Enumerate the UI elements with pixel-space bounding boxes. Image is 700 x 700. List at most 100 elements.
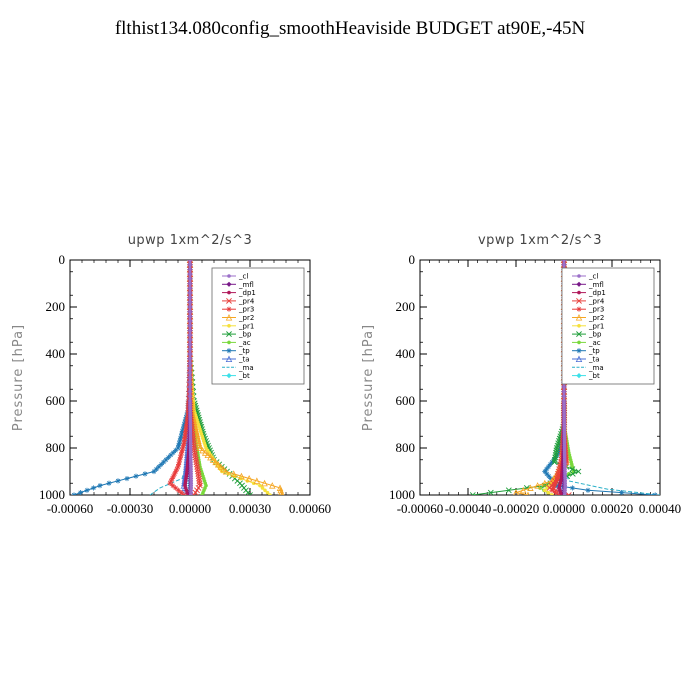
marker-tp <box>156 464 162 470</box>
marker-cl <box>188 356 192 361</box>
plot-frame <box>419 259 661 496</box>
marker-pr3 <box>177 457 183 463</box>
legend-label: _tp <box>238 347 250 355</box>
legend-label: _bp <box>238 331 252 339</box>
marker-pr4 <box>187 260 193 263</box>
marker-tp <box>106 480 112 486</box>
marker-bp <box>575 468 582 475</box>
marker-pr2 <box>220 465 227 473</box>
marker-bp <box>469 492 476 495</box>
legend-label: _mfl <box>238 281 254 289</box>
marker-bp <box>553 449 559 456</box>
marker-tp <box>178 433 184 439</box>
marker-pr2 <box>217 463 225 470</box>
marker-pr4 <box>196 480 203 487</box>
marker-tp <box>71 492 77 495</box>
marker-tp <box>176 440 182 446</box>
marker-legend-pr1 <box>227 324 231 328</box>
marker-cl <box>188 319 192 323</box>
marker-pr4 <box>195 473 202 480</box>
marker-pr3 <box>554 478 560 484</box>
y-tick-label: 600 <box>46 393 66 408</box>
chart-panel-2: vpwp 1xm^2/s^3 Pressure [hPa] 0 200 400 600 80… <box>361 233 681 516</box>
marker-tp <box>133 473 139 479</box>
legend-label: _ta <box>588 356 600 364</box>
marker-pr4 <box>565 492 572 495</box>
marker-legend-pr4 <box>576 297 582 304</box>
marker-pr3 <box>177 454 183 460</box>
marker-pr4 <box>193 456 199 463</box>
marker-pr2 <box>513 489 519 495</box>
marker-tp <box>619 490 625 495</box>
marker-pr2 <box>238 472 245 480</box>
marker-bp <box>552 454 559 461</box>
marker-tp <box>542 468 548 475</box>
legend-label: _pr3 <box>238 306 254 314</box>
page-title: flthist134.080config_smoothHeaviside BUD… <box>114 18 586 39</box>
marker-tp <box>177 438 183 444</box>
marker-legend-pr2 <box>225 314 233 321</box>
marker-cl <box>189 493 193 495</box>
marker-pr2 <box>201 449 209 456</box>
marker-pr2 <box>212 458 219 466</box>
marker-cl <box>188 267 192 272</box>
y-tick-label: 800 <box>46 440 66 455</box>
legend-label: _pr2 <box>238 314 254 322</box>
x-tick-label: -0.00020 <box>493 501 540 516</box>
marker-pr3 <box>179 447 185 453</box>
x-tick-label: 0.00040 <box>639 501 681 516</box>
y-tick-label: 200 <box>396 299 416 314</box>
marker-pr2 <box>269 482 276 489</box>
marker-pr2 <box>245 475 253 482</box>
y-tick-label: 1000 <box>39 487 65 502</box>
marker-tp <box>165 454 171 460</box>
legend-label: _tp <box>588 347 600 355</box>
marker-tp <box>142 471 148 477</box>
marker-tp <box>177 436 184 442</box>
marker-tp <box>548 475 554 482</box>
marker-cl <box>188 385 192 389</box>
legend-label: _pr4 <box>588 297 605 305</box>
marker-bp <box>247 492 253 495</box>
marker-cl <box>188 371 192 375</box>
marker-tp <box>652 492 658 495</box>
marker-pr4 <box>561 260 567 263</box>
marker-pr3 <box>176 459 182 465</box>
marker-tp <box>151 468 157 475</box>
y-tick-label: 0 <box>59 252 66 267</box>
x-tick-label: 0.00000 <box>543 501 585 516</box>
marker-pr2 <box>214 460 222 468</box>
marker-legend-pr2 <box>575 314 583 321</box>
marker-pr3 <box>179 450 185 456</box>
marker-pr2 <box>196 444 204 452</box>
marker-pr4 <box>546 485 553 491</box>
marker-pr4 <box>195 468 201 475</box>
marker-legend-bp <box>226 331 232 338</box>
marker-pr3 <box>170 473 177 479</box>
marker-pr1 <box>258 483 262 488</box>
marker-pr1 <box>546 490 551 495</box>
y-tick-label: 200 <box>46 299 66 314</box>
marker-pr2 <box>196 442 203 449</box>
marker-pr2 <box>541 479 549 487</box>
marker-tp <box>168 452 174 458</box>
series-group <box>71 260 285 495</box>
marker-pr3 <box>173 468 179 475</box>
marker-legend-mfl <box>226 281 232 287</box>
legend-label: _pr2 <box>588 314 604 322</box>
legend-label: _bp <box>588 331 602 339</box>
marker-pr4 <box>193 459 200 466</box>
legend-label: _pr4 <box>238 297 255 305</box>
marker-pr4 <box>193 461 200 468</box>
marker-pr3 <box>555 475 561 482</box>
marker-cl <box>188 300 192 305</box>
marker-tp <box>179 428 185 435</box>
y-axis-label: Pressure [hPa] <box>361 324 376 431</box>
marker-pr1 <box>268 493 272 495</box>
marker-pr2 <box>222 468 230 475</box>
marker-pr2 <box>278 489 285 495</box>
marker-tp <box>585 487 591 493</box>
marker-pr4 <box>196 477 203 484</box>
marker-tp <box>545 464 551 470</box>
